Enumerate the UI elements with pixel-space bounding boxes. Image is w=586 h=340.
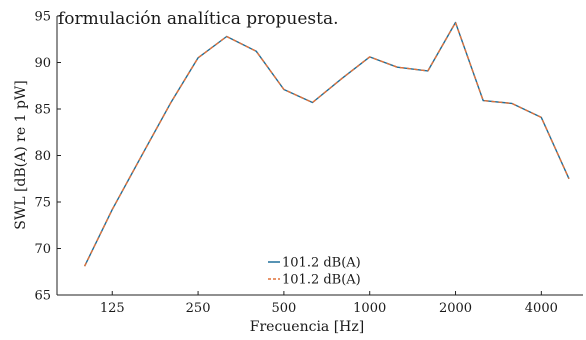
legend-label: 101.2 dB(A)	[282, 256, 361, 271]
legend-label: 101.2 dB(A)	[282, 273, 361, 288]
y-tick-label: 90	[34, 56, 51, 71]
y-tick-label: 95	[34, 10, 51, 25]
x-tick-label: 125	[100, 301, 125, 316]
y-axis-title: SWL [dB(A) re 1 pW]	[13, 80, 29, 230]
series-line-1	[83, 21, 570, 267]
legend: 101.2 dB(A) 101.2 dB(A)	[268, 256, 361, 288]
series-layer	[83, 21, 570, 267]
y-tick-label: 80	[34, 149, 51, 164]
x-axis-title: Frecuencia [Hz]	[250, 319, 364, 335]
x-tick-label: 2000	[439, 301, 472, 316]
x-tick-label: 500	[271, 301, 296, 316]
y-tick-label: 85	[34, 103, 51, 118]
y-tick-label: 75	[34, 196, 51, 211]
series-line-2	[83, 21, 570, 267]
y-tick-label: 70	[34, 242, 51, 257]
x-tick-label: 250	[186, 301, 211, 316]
header-text-fragment: formulación analítica propuesta.	[58, 9, 339, 29]
y-tick-label: 65	[34, 289, 51, 304]
x-tick-label: 4000	[525, 301, 558, 316]
x-tick-label: 1000	[353, 301, 386, 316]
axes: 65 70 75 80 85 90 95 125 250 500 1000 2000 4000	[34, 10, 583, 316]
